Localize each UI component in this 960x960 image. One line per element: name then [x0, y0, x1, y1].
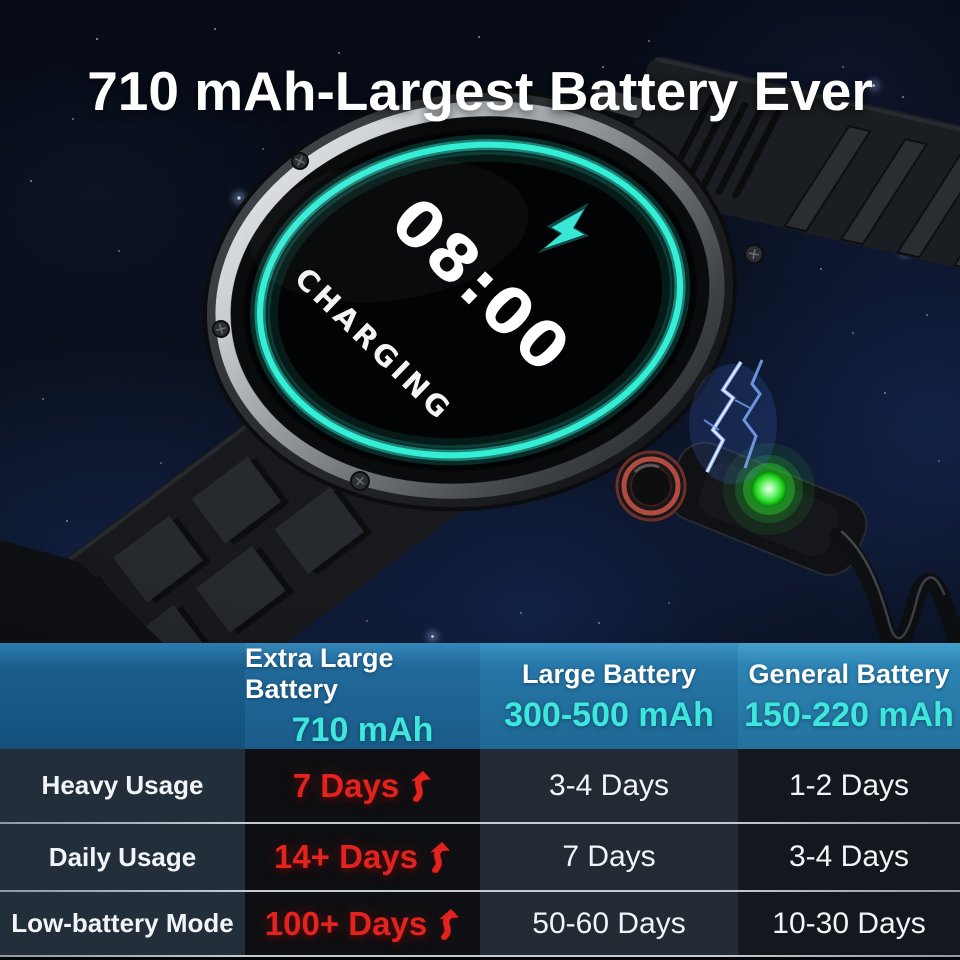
column-capacity: 300-500 mAh	[504, 695, 714, 734]
cell-large: 50-60 Days	[480, 892, 738, 955]
column-label: General Battery	[748, 658, 950, 689]
row-label: Daily Usage	[0, 824, 245, 890]
page-title: 710 mAh-Largest Battery Ever	[87, 59, 873, 122]
crown-button	[615, 450, 687, 522]
table-header-band: Extra Large Battery 710 mAh Large Batter…	[0, 643, 960, 750]
column-label: Large Battery	[521, 658, 697, 689]
table-row-low-battery-mode: Low-battery Mode 100+ Days 50-60 Days 10…	[0, 892, 960, 955]
cell-general: 3-4 Days	[738, 824, 960, 890]
table-row-heavy-usage: Heavy Usage 7 Days 3-4 Days 1-2 Days	[0, 749, 960, 822]
highlight-value: 100+ Days	[264, 904, 428, 942]
battery-comparison-table: Extra Large Battery 710 mAh Large Batter…	[0, 643, 960, 960]
column-capacity: 150-220 mAh	[744, 695, 954, 734]
row-label: Low-battery Mode	[0, 892, 245, 955]
row-label: Heavy Usage	[0, 749, 245, 822]
header-cell-blank	[0, 643, 245, 750]
column-label: Extra Large Battery	[245, 643, 394, 704]
highlight-value: 14+ Days	[273, 838, 419, 875]
header-cell-large: Large Battery 300-500 mAh	[480, 643, 738, 750]
trend-up-arrow-icon	[411, 770, 432, 802]
cell-extra-large: 14+ Days	[245, 824, 480, 890]
trend-up-arrow-icon	[430, 841, 450, 874]
header-cell-extra-large: Extra Large Battery 710 mAh	[245, 643, 480, 750]
cell-general: 10-30 Days	[738, 892, 960, 955]
header-cell-general: General Battery 150-220 mAh	[738, 643, 960, 750]
cell-large: 3-4 Days	[480, 749, 738, 822]
trend-up-arrow-icon	[439, 908, 460, 940]
cell-extra-large: 7 Days	[245, 749, 480, 822]
cell-large: 7 Days	[480, 824, 738, 890]
row-divider	[0, 822, 960, 824]
table-bottom-strip	[0, 957, 960, 960]
cell-extra-large: 100+ Days	[245, 892, 480, 955]
table-row-daily-usage: Daily Usage 14+ Days 7 Days 3-4 Days	[0, 824, 960, 890]
column-capacity: 710 mAh	[291, 711, 434, 749]
cell-general: 1-2 Days	[738, 749, 960, 822]
row-divider	[0, 890, 960, 892]
highlight-value: 7 Days	[292, 766, 400, 804]
row-divider	[0, 955, 960, 957]
charging-cable	[829, 527, 960, 650]
